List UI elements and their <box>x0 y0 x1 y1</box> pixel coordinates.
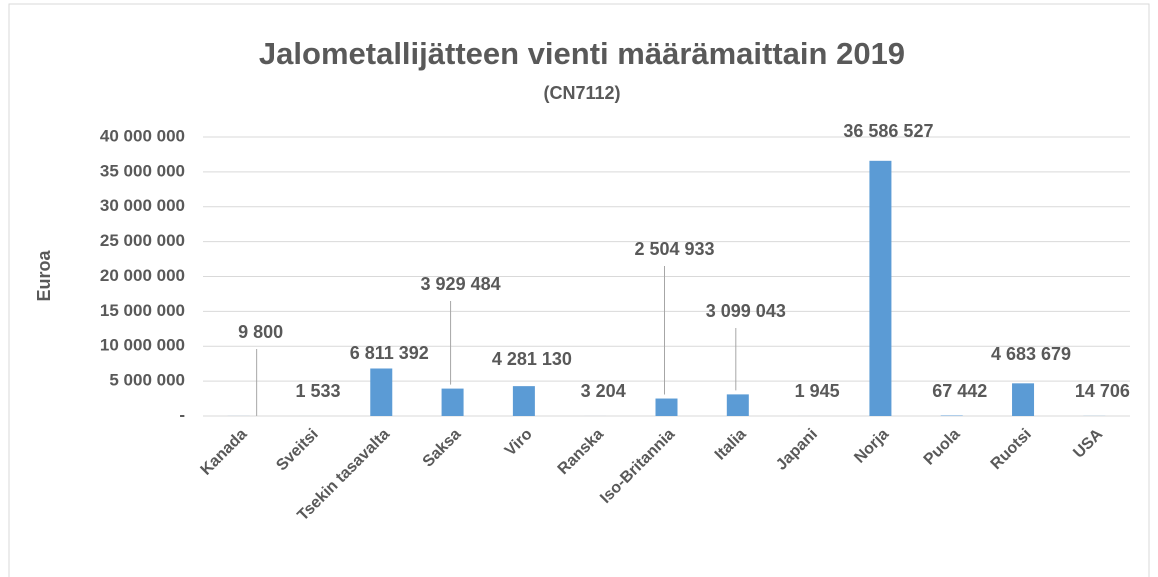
x-tick-label: Sveitsi <box>273 426 322 475</box>
value-label: 1 533 <box>295 381 340 401</box>
bar <box>1012 383 1035 416</box>
x-tick-label: Iso-Britannia <box>597 426 678 507</box>
x-tick-label: USA <box>1070 425 1106 461</box>
value-label: 1 945 <box>795 381 840 401</box>
chart-subtitle: (CN7112) <box>543 83 620 103</box>
value-label: 6 811 392 <box>350 343 429 363</box>
x-tick-label: Viro <box>502 426 536 460</box>
value-label: 3 929 484 <box>421 274 501 294</box>
x-tick-label: Ranska <box>555 426 607 478</box>
y-axis-label: Euroa <box>34 250 54 302</box>
value-label: 3 099 043 <box>706 301 786 321</box>
y-tick-label: 20 000 000 <box>100 266 185 285</box>
value-label: 4 683 679 <box>991 344 1071 364</box>
x-tick-label: Puola <box>921 426 964 469</box>
x-tick-label: Italia <box>712 426 750 464</box>
value-label: 4 281 130 <box>492 349 572 369</box>
bar <box>655 398 678 416</box>
y-tick-label: - <box>179 405 185 424</box>
bar <box>512 386 535 416</box>
x-tick-label: Saksa <box>420 426 465 471</box>
y-tick-label: 15 000 000 <box>100 301 185 320</box>
y-tick-label: 35 000 000 <box>100 161 185 180</box>
y-tick-label: 30 000 000 <box>100 196 185 215</box>
x-tick-label: Norja <box>851 426 892 467</box>
y-tick-label: 25 000 000 <box>100 231 185 250</box>
value-label: 14 706 <box>1075 381 1130 401</box>
x-tick-label: Ruotsi <box>988 426 1035 473</box>
y-tick-label: 40 000 000 <box>100 126 185 145</box>
chart-border <box>8 3 1150 577</box>
value-label: 2 504 933 <box>634 239 714 259</box>
bar <box>370 368 393 416</box>
value-label: 67 442 <box>932 381 987 401</box>
value-label: 36 586 527 <box>843 121 933 141</box>
x-tick-label: Japani <box>773 426 821 474</box>
x-tick-label: Kanada <box>198 426 251 479</box>
bar <box>441 388 464 416</box>
y-tick-label: 5 000 000 <box>109 371 185 390</box>
y-tick-label: 10 000 000 <box>100 336 185 355</box>
value-label: 9 800 <box>238 322 283 342</box>
chart-title: Jalometallijätteen vienti määrämaittain … <box>259 36 905 71</box>
value-label: 3 204 <box>581 381 626 401</box>
bar <box>869 160 892 416</box>
bar <box>726 394 749 416</box>
